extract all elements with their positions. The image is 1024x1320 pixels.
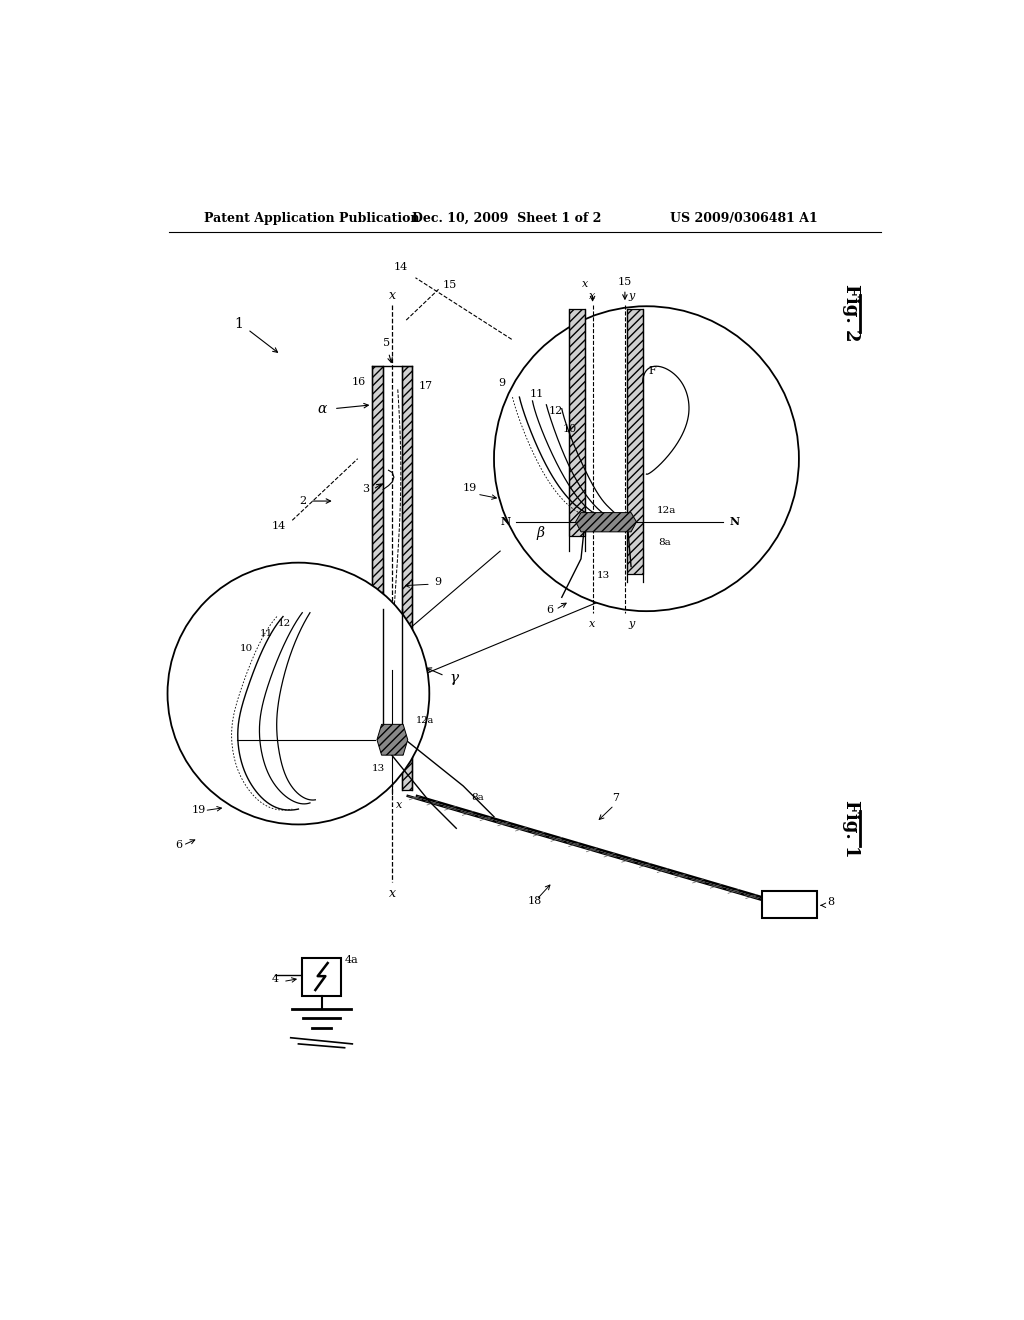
Text: Dec. 10, 2009  Sheet 1 of 2: Dec. 10, 2009 Sheet 1 of 2 (412, 213, 601, 224)
Text: x: x (583, 280, 589, 289)
Polygon shape (302, 958, 341, 997)
Text: 19: 19 (191, 805, 206, 814)
Text: x: x (389, 887, 396, 900)
Text: 4: 4 (272, 974, 280, 985)
Text: 12a: 12a (656, 506, 676, 515)
Text: 19: 19 (462, 483, 476, 494)
Text: N: N (730, 516, 739, 528)
Circle shape (168, 562, 429, 825)
Text: N: N (501, 516, 511, 528)
Text: 6: 6 (175, 840, 182, 850)
Text: 4a: 4a (345, 956, 358, 965)
Text: 5: 5 (383, 338, 390, 348)
Text: 12: 12 (278, 619, 291, 628)
Text: 11: 11 (530, 389, 544, 399)
Text: 12a: 12a (416, 715, 434, 725)
Text: 18: 18 (527, 896, 542, 906)
Text: 1: 1 (233, 317, 243, 331)
Text: 2: 2 (299, 496, 306, 506)
Text: x: x (389, 289, 396, 302)
Text: Fig. 2: Fig. 2 (842, 284, 859, 341)
Polygon shape (575, 512, 637, 532)
Polygon shape (569, 309, 585, 536)
Text: US 2009/0306481 A1: US 2009/0306481 A1 (670, 213, 817, 224)
Text: 15: 15 (442, 280, 457, 290)
Text: x: x (590, 290, 596, 301)
Circle shape (494, 306, 799, 611)
Polygon shape (628, 309, 643, 574)
Text: Fig. 1: Fig. 1 (842, 800, 859, 857)
Text: 13: 13 (596, 572, 609, 579)
Polygon shape (373, 367, 383, 789)
Text: 14: 14 (393, 263, 408, 272)
Text: 7: 7 (612, 793, 620, 804)
Polygon shape (377, 725, 408, 755)
Text: 15: 15 (617, 277, 632, 288)
Text: Patent Application Publication: Patent Application Publication (204, 213, 419, 224)
Text: γ: γ (450, 671, 459, 685)
Text: x: x (590, 619, 596, 628)
Text: 13: 13 (372, 763, 385, 772)
Text: 11: 11 (259, 628, 272, 638)
Text: y: y (629, 290, 635, 301)
Text: 10: 10 (240, 644, 253, 653)
Text: β: β (537, 527, 544, 540)
Polygon shape (401, 367, 413, 789)
Text: α: α (317, 401, 327, 416)
Text: 6: 6 (547, 605, 554, 615)
Text: 8: 8 (827, 898, 835, 907)
Text: x: x (396, 800, 402, 809)
Text: 8a: 8a (658, 539, 671, 546)
Text: 9: 9 (435, 577, 441, 587)
Text: 14: 14 (272, 521, 287, 532)
Text: 16: 16 (352, 376, 367, 387)
Polygon shape (762, 891, 817, 917)
Text: 17: 17 (419, 380, 433, 391)
Text: 10: 10 (562, 424, 577, 434)
Text: 3: 3 (362, 484, 370, 495)
Text: F: F (649, 366, 656, 376)
Text: 8a: 8a (471, 793, 483, 801)
Text: 12: 12 (549, 407, 563, 416)
Text: 9: 9 (498, 378, 505, 388)
Text: y: y (629, 619, 635, 628)
